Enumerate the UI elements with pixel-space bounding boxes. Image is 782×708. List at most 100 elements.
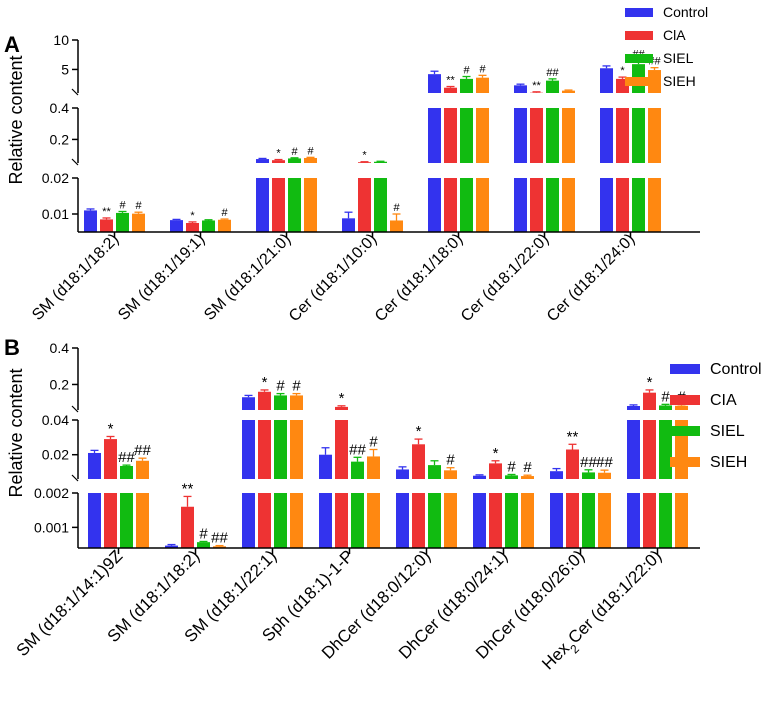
y-tick-label-b-2-0: 0.2	[50, 376, 70, 392]
bar-break-a-4-1-0	[443, 163, 458, 178]
bar-b-7-0	[627, 405, 640, 548]
bar-break-b-2-3-1	[289, 410, 304, 420]
bar-break-a-2-3-0	[303, 163, 318, 178]
bar-a-0-2	[116, 212, 129, 232]
bar-break-a-4-3-1	[475, 93, 490, 108]
bar-b-1-1	[181, 506, 194, 548]
bar-a-6-3	[648, 70, 661, 233]
bar-break-a-4-2-1	[459, 93, 474, 108]
significance-a-4-2: #	[463, 65, 470, 77]
bar-b-0-3	[136, 460, 149, 548]
x-tick-label-b-0: SM (d18:1/14:1)9Z	[13, 546, 127, 660]
significance-b-1-1: **	[182, 480, 194, 497]
bar-break-a-4-0-0	[427, 163, 442, 178]
legend-swatch-b-1	[670, 395, 700, 405]
bar-break-a-6-3-1	[647, 93, 662, 108]
bar-break-b-7-1-0	[642, 479, 657, 493]
axis-break-a-2	[71, 88, 79, 96]
bar-break-b-2-0-1	[241, 410, 256, 420]
bar-break-b-3-1-0	[334, 479, 349, 493]
significance-b-4-1: *	[416, 423, 422, 440]
y-tick-label-a-2-1: 10	[53, 32, 69, 48]
bar-a-6-1	[616, 78, 629, 232]
bar-break-b-4-3-0	[443, 479, 458, 493]
bar-break-a-6-1-1	[615, 93, 630, 108]
bar-a-3-2	[374, 161, 387, 232]
panel-b-chart: 0.001 0.002 0.02 0.04 0.2 0.4 Relative content…	[6, 340, 762, 678]
legend-swatch-a-3	[625, 77, 653, 86]
bar-b-0-2	[120, 465, 133, 548]
bar-b-7-3	[675, 405, 688, 548]
bar-b-0-1	[104, 439, 117, 548]
bar-break-b-0-0-0	[87, 479, 102, 493]
bar-break-b-0-1-0	[103, 479, 118, 493]
significance-a-4-3: #	[479, 63, 486, 75]
bar-b-2-1	[258, 391, 271, 548]
bar-a-5-0	[514, 85, 527, 232]
significance-b-3-1: *	[339, 390, 345, 407]
bar-a-1-2	[202, 220, 215, 232]
bar-break-a-6-0-1	[599, 93, 614, 108]
y-tick-label-a-1-1: 0.4	[50, 100, 70, 116]
significance-a-5-1: **	[532, 80, 541, 92]
bar-b-6-1	[566, 449, 579, 548]
bar-break-b-5-0-0	[472, 479, 487, 493]
bar-break-a-3-2-0	[373, 163, 388, 178]
significance-a-5-2: ##	[546, 67, 559, 79]
y-axis-label-a: Relative content	[6, 55, 26, 184]
bar-break-a-6-3-0	[647, 163, 662, 178]
bar-break-a-5-3-1	[561, 93, 576, 108]
significance-a-6-1: *	[620, 65, 625, 77]
bar-b-2-3	[290, 395, 303, 548]
bar-a-4-3	[476, 77, 489, 232]
axis-break-a-1	[71, 158, 79, 166]
bar-a-5-2	[546, 80, 559, 232]
bar-break-b-4-2-0	[427, 479, 442, 493]
significance-b-5-2: #	[507, 458, 516, 475]
bar-a-4-2	[460, 78, 473, 232]
significance-b-6-1: **	[567, 428, 579, 445]
legend-label-a-1: ClA	[663, 27, 686, 43]
bar-b-5-0	[473, 475, 486, 548]
significance-b-6-3: ##	[596, 454, 613, 471]
significance-a-2-3: #	[307, 145, 314, 157]
bar-break-b-2-2-0	[273, 479, 288, 493]
bar-b-4-2	[428, 465, 441, 548]
bar-break-b-5-2-0	[504, 479, 519, 493]
y-tick-label-a-1-0: 0.2	[50, 131, 70, 147]
bar-a-5-1	[530, 92, 543, 232]
significance-b-2-3: #	[292, 378, 301, 395]
bar-break-a-4-0-1	[427, 93, 442, 108]
significance-a-0-2: #	[119, 199, 126, 211]
legend-swatch-b-0	[670, 364, 700, 374]
legend-swatch-a-1	[625, 31, 653, 40]
bar-b-5-3	[521, 476, 534, 548]
bar-break-b-2-0-0	[241, 479, 256, 493]
significance-a-2-1: *	[276, 148, 281, 160]
significance-b-4-3: #	[446, 452, 455, 469]
legend-label-b-2: SIEL	[710, 423, 745, 440]
significance-a-2-2: #	[291, 146, 298, 158]
legend-label-a-3: SIEH	[663, 73, 696, 89]
significance-a-1-1: *	[190, 210, 195, 222]
bar-break-b-7-2-0	[658, 479, 673, 493]
y-tick-label-b-2-1: 0.4	[50, 340, 70, 356]
bar-break-a-2-0-0	[255, 163, 270, 178]
axis-break-b-2	[71, 405, 79, 413]
significance-a-3-3: #	[393, 202, 400, 214]
bar-a-5-3	[562, 90, 575, 233]
significance-b-1-3: ##	[211, 530, 228, 547]
bar-break-a-5-2-0	[545, 163, 560, 178]
bar-break-a-4-1-1	[443, 93, 458, 108]
bar-a-1-0	[170, 220, 183, 232]
significance-b-3-2: ##	[349, 441, 366, 458]
bar-b-5-2	[505, 475, 518, 548]
bar-a-1-3	[218, 219, 231, 232]
bar-a-4-0	[428, 74, 441, 233]
bar-break-b-3-3-0	[366, 479, 381, 493]
significance-a-0-1: **	[102, 206, 111, 218]
bar-break-a-6-2-0	[631, 163, 646, 178]
bar-break-b-6-3-0	[597, 479, 612, 493]
x-tick-label-a-5: Cer (d18:1/22:0)	[458, 231, 552, 325]
bar-b-0-0	[88, 452, 101, 548]
